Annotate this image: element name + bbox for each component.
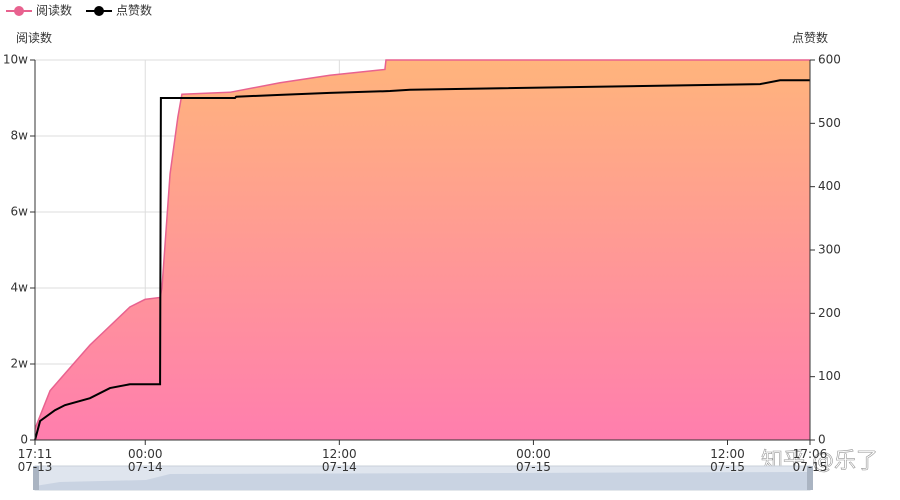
y2-tick-label: 400: [818, 179, 841, 193]
y2-tick-label: 500: [818, 116, 841, 130]
x-tick-label: 00:00 07-14: [127, 447, 163, 474]
legend-marker: [14, 6, 24, 16]
area-line: [34, 59, 810, 429]
y-tick-label: 6w: [11, 205, 29, 219]
y-tick-label: 2w: [11, 357, 29, 371]
y2-tick-label: 600: [818, 53, 841, 67]
legend-item[interactable]: 阅读数: [6, 3, 72, 18]
y-axis-name: 阅读数: [16, 31, 53, 45]
line: [34, 79, 810, 441]
data-zoom-slider[interactable]: [33, 465, 813, 491]
y2-tick-label: 200: [818, 306, 841, 320]
legend-item[interactable]: 点赞数: [86, 3, 152, 18]
legend-marker: [94, 6, 104, 16]
x-tick-label: 00:00 07-15: [515, 447, 551, 474]
legend-label: 点赞数: [116, 3, 152, 18]
y2-tick-label: 0: [818, 433, 826, 447]
y-tick-label: 4w: [11, 281, 29, 295]
area: [35, 60, 810, 440]
y-tick-label: 0: [20, 433, 28, 447]
y2-tick-label: 300: [818, 243, 841, 257]
slider-handle[interactable]: [33, 466, 39, 490]
y2-tick-label: 100: [818, 369, 841, 383]
slider-handle[interactable]: [807, 466, 813, 490]
x-tick-label: 17:11 07-13: [17, 447, 53, 474]
legend-label: 阅读数: [36, 3, 72, 18]
y2-axis-name: 点赞数: [792, 31, 829, 45]
y-tick-label: 8w: [11, 129, 29, 143]
y-tick-label: 10w: [3, 53, 28, 67]
x-tick-label: 17:06 07-15: [792, 447, 828, 474]
x-tick-label: 12:00 07-15: [710, 447, 745, 474]
x-tick-label: 12:00 07-14: [321, 447, 357, 474]
